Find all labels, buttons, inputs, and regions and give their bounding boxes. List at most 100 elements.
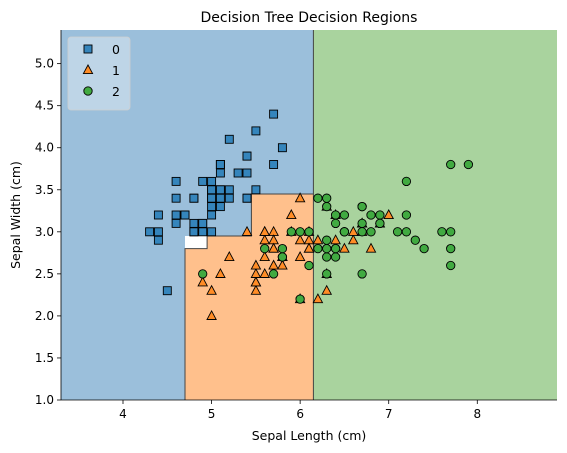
point-class-2 bbox=[322, 252, 332, 262]
decision-regions bbox=[61, 30, 557, 400]
point-class-2 bbox=[304, 260, 314, 271]
point-class-0 bbox=[207, 210, 217, 220]
point-class-0 bbox=[180, 210, 190, 220]
legend-label-1: 1 bbox=[112, 63, 120, 78]
legend-marker-1 bbox=[82, 64, 94, 75]
point-class-0 bbox=[153, 235, 163, 245]
point-class-1 bbox=[312, 293, 324, 304]
point-class-2 bbox=[446, 243, 456, 254]
point-class-1 bbox=[285, 209, 297, 220]
series-0 bbox=[145, 109, 287, 296]
point-class-2 bbox=[260, 243, 270, 254]
point-class-1 bbox=[241, 225, 253, 236]
legend-marker-2 bbox=[83, 86, 93, 96]
point-class-0 bbox=[224, 134, 234, 144]
point-class-2 bbox=[357, 227, 367, 237]
point-class-2 bbox=[304, 227, 314, 237]
x-tick-label: 5 bbox=[208, 407, 216, 421]
point-class-0 bbox=[171, 218, 181, 228]
data-points bbox=[145, 109, 474, 320]
point-class-2 bbox=[339, 227, 350, 237]
point-class-2 bbox=[366, 210, 376, 220]
x-tick-label: 8 bbox=[473, 407, 481, 421]
point-class-0 bbox=[242, 193, 252, 203]
point-class-0 bbox=[198, 176, 208, 186]
point-class-2 bbox=[268, 269, 279, 279]
y-tick-label: 5.0 bbox=[35, 57, 54, 71]
point-class-2 bbox=[330, 210, 341, 220]
point-class-0 bbox=[269, 109, 279, 119]
point-class-2 bbox=[446, 260, 456, 271]
point-class-2 bbox=[322, 235, 332, 245]
point-class-2 bbox=[463, 159, 474, 170]
legend: 0 1 2 bbox=[67, 36, 131, 111]
point-class-1 bbox=[294, 251, 306, 262]
point-class-0 bbox=[269, 160, 279, 169]
point-class-1 bbox=[259, 225, 271, 236]
point-class-2 bbox=[295, 227, 305, 237]
point-class-2 bbox=[330, 218, 341, 229]
y-tick-label: 1.5 bbox=[35, 351, 54, 365]
point-class-2 bbox=[322, 269, 332, 279]
y-tick-label: 2.0 bbox=[35, 309, 54, 323]
point-class-2 bbox=[446, 159, 456, 170]
point-class-1 bbox=[383, 209, 395, 220]
point-class-0 bbox=[242, 168, 252, 178]
y-axis-title: Sepal Width (cm) bbox=[8, 161, 23, 269]
x-tick-label: 4 bbox=[119, 407, 127, 421]
point-class-0 bbox=[224, 193, 234, 203]
x-axis-title: Sepal Length (cm) bbox=[252, 428, 367, 443]
point-class-1 bbox=[347, 234, 359, 245]
point-class-1 bbox=[268, 259, 279, 270]
point-class-2 bbox=[419, 243, 429, 254]
point-class-0 bbox=[207, 202, 217, 212]
point-class-1 bbox=[250, 259, 262, 270]
y-tick-label: 4.0 bbox=[35, 141, 54, 155]
point-class-1 bbox=[223, 251, 235, 262]
point-class-0 bbox=[224, 185, 234, 195]
point-class-0 bbox=[189, 227, 199, 237]
point-class-0 bbox=[215, 193, 225, 203]
x-tick-label: 7 bbox=[385, 407, 393, 421]
y-tick-label: 3.5 bbox=[35, 183, 54, 197]
point-class-1 bbox=[365, 242, 377, 253]
point-class-1 bbox=[347, 225, 359, 236]
point-class-2 bbox=[313, 243, 323, 254]
point-class-0 bbox=[171, 210, 181, 220]
point-class-0 bbox=[215, 168, 225, 178]
point-class-0 bbox=[189, 218, 199, 228]
point-class-1 bbox=[197, 276, 209, 287]
point-class-2 bbox=[277, 252, 288, 262]
point-class-1 bbox=[294, 192, 306, 203]
point-class-2 bbox=[375, 210, 385, 220]
point-class-2 bbox=[277, 243, 288, 254]
point-class-1 bbox=[206, 284, 217, 295]
point-class-0 bbox=[233, 168, 243, 178]
point-class-2 bbox=[330, 252, 341, 262]
point-class-2 bbox=[401, 227, 412, 237]
point-class-0 bbox=[251, 185, 261, 195]
legend-label-0: 0 bbox=[112, 42, 120, 57]
point-class-0 bbox=[198, 227, 208, 237]
point-class-2 bbox=[198, 269, 208, 279]
point-class-0 bbox=[153, 227, 163, 237]
series-2 bbox=[198, 159, 474, 304]
point-class-1 bbox=[250, 284, 262, 295]
point-class-2 bbox=[357, 269, 367, 279]
point-class-1 bbox=[259, 234, 271, 245]
point-class-0 bbox=[242, 151, 252, 161]
point-class-0 bbox=[153, 210, 163, 220]
legend-box bbox=[67, 36, 131, 111]
point-class-0 bbox=[171, 176, 181, 186]
point-class-1 bbox=[294, 234, 306, 245]
point-class-2 bbox=[330, 243, 341, 254]
point-class-1 bbox=[250, 267, 262, 278]
point-class-2 bbox=[322, 243, 332, 254]
point-class-0 bbox=[215, 160, 225, 169]
axes: 4 5 6 7 8 1.0 1.5 2.0 2.5 3.0 3.5 4.0 4.5 5.0 bbox=[35, 30, 557, 421]
point-class-2 bbox=[357, 218, 367, 229]
point-class-1 bbox=[206, 309, 217, 320]
point-class-1 bbox=[259, 251, 271, 262]
point-class-2 bbox=[366, 227, 376, 237]
